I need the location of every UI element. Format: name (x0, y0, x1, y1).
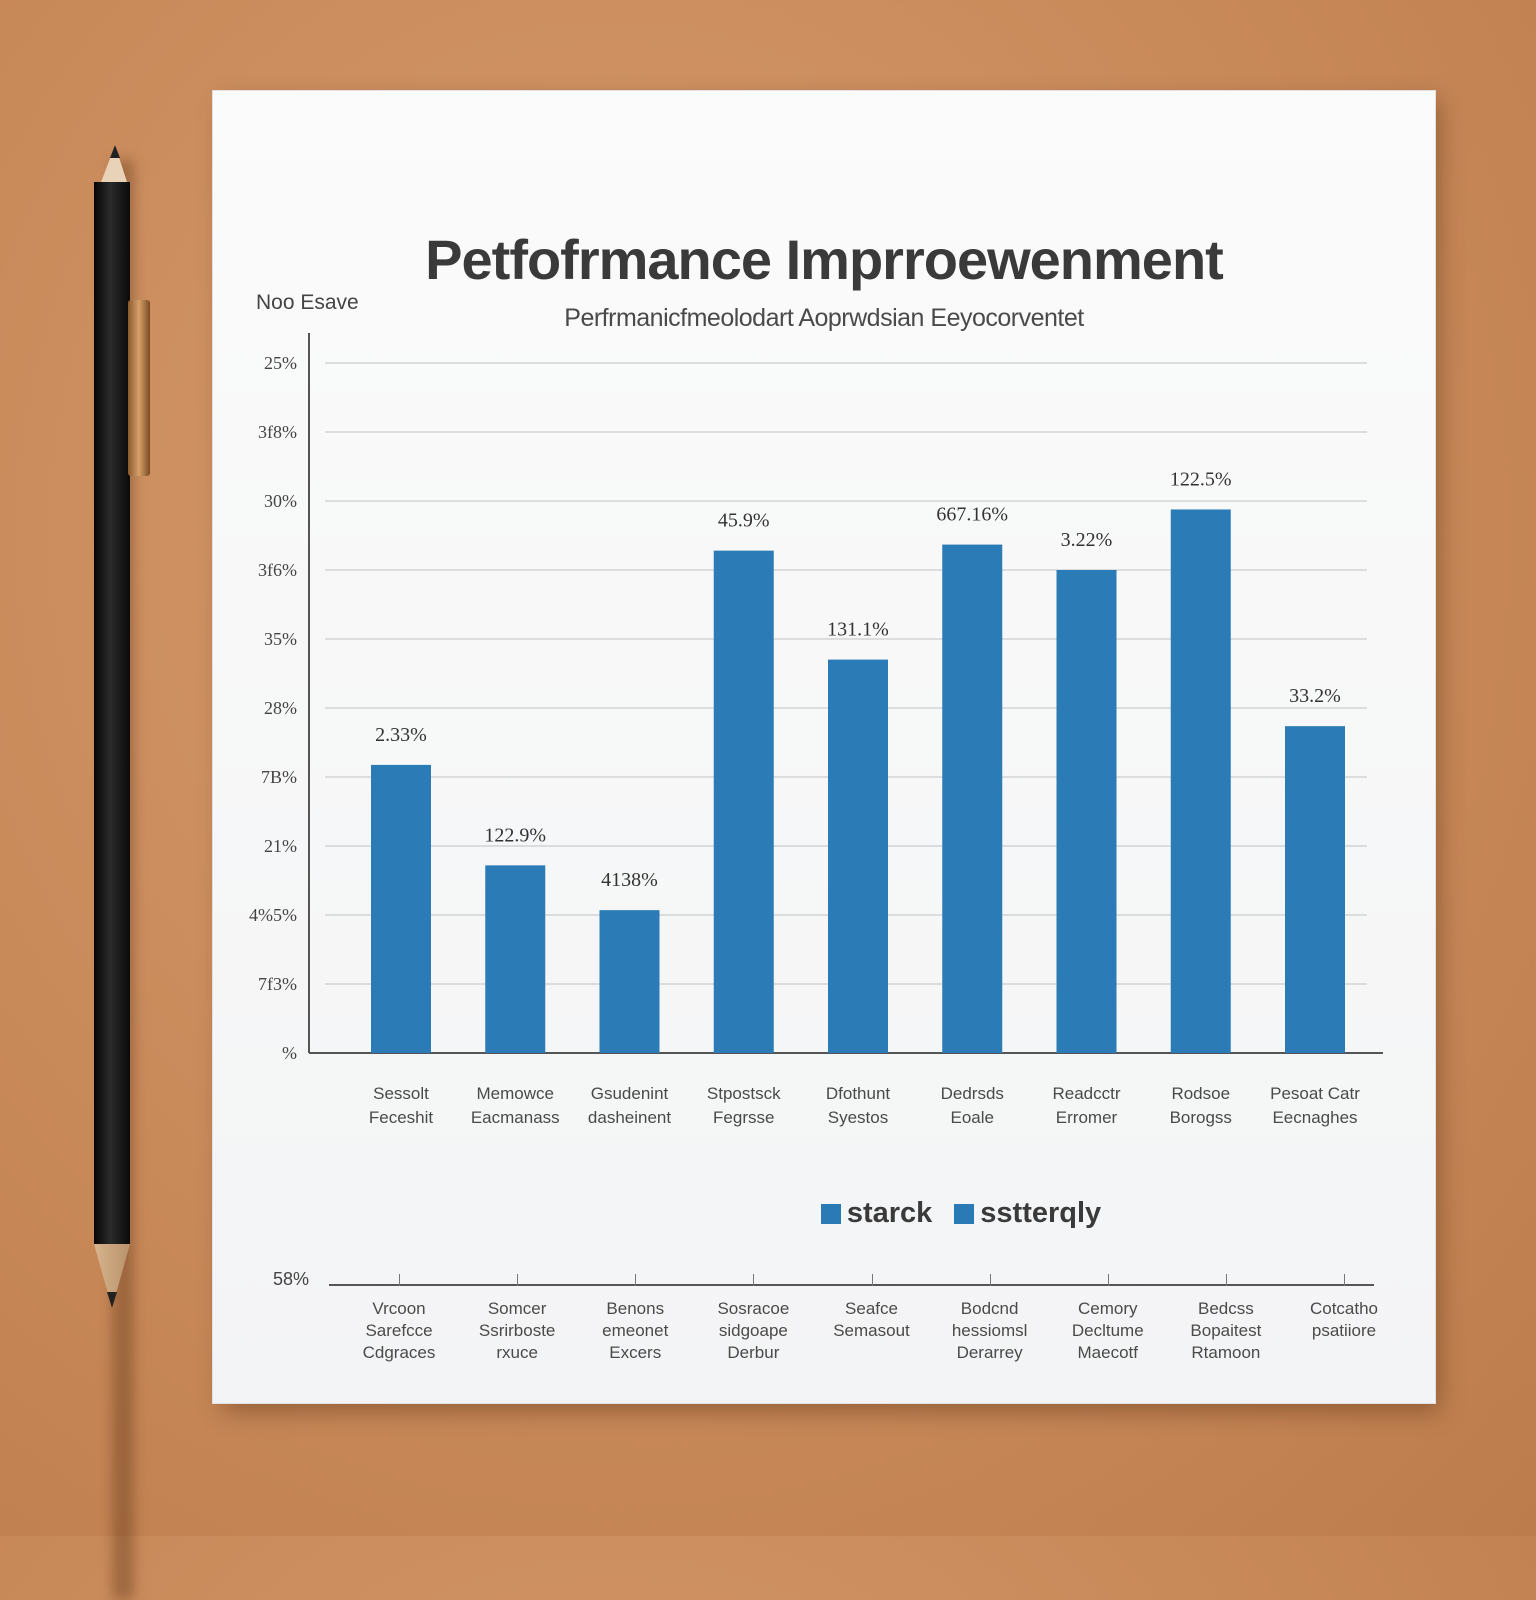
lower-tick (1107, 1274, 1109, 1286)
bar (713, 550, 774, 1053)
legend-label-sstterqly: sstterqly (980, 1197, 1102, 1229)
bar (485, 865, 546, 1053)
bar (828, 659, 888, 1053)
lower-axis-value: 58% (273, 1269, 310, 1289)
x-tick-label: Sessolt (373, 1084, 429, 1103)
y-tick-label: 3f8% (258, 422, 297, 442)
x-tick-label: Gsudenint (591, 1084, 669, 1103)
y-axis-label: Noo Esave (256, 291, 359, 314)
y-tick-label: 35% (264, 629, 297, 649)
y-tick-label: 4%5% (249, 905, 297, 925)
x-tick-label: Readcctr (1052, 1084, 1120, 1103)
x-tick-label: dasheinent (588, 1108, 671, 1127)
data-label: 4138% (601, 869, 658, 891)
bar (1056, 570, 1117, 1053)
lower-axis-label: Benons emeonet Excers (602, 1299, 669, 1362)
x-tick-label: Erromer (1056, 1108, 1118, 1127)
lower-axis-label: Somcer Ssrirboste rxuce (478, 1299, 556, 1362)
pencil-shadow (112, 160, 134, 1600)
lower-tick (1225, 1274, 1227, 1286)
legend-item-starck: starck (820, 1197, 933, 1230)
x-tick-label: Memowce (477, 1084, 554, 1103)
data-label: 122.9% (484, 824, 546, 846)
lower-tick (989, 1274, 991, 1286)
x-tick-label: Eacmanass (471, 1108, 560, 1127)
lower-tick (517, 1274, 519, 1286)
legend-swatch-starck (820, 1203, 841, 1224)
x-tick-label: Fegrsse (713, 1108, 774, 1127)
data-label: 667.16% (936, 504, 1008, 526)
lower-axis-label: Bedcss Bopaitest Rtamoon (1190, 1299, 1262, 1362)
lower-axis-label: Vrcoon Sarefcce Cdgraces (362, 1299, 436, 1362)
x-tick-label: Rodsoe (1171, 1084, 1230, 1103)
x-tick-label: Stpostsck (707, 1084, 781, 1103)
lower-tick (399, 1274, 400, 1286)
lower-axis-label: Sosracoe sidgoape Derbur (717, 1299, 790, 1362)
data-label: 2.33% (375, 724, 427, 746)
lower-tick (753, 1274, 755, 1286)
data-label: 131.1% (827, 619, 889, 641)
data-label: 122.5% (1170, 468, 1232, 490)
lower-axis-label: Seafce Semasout (833, 1299, 910, 1340)
x-tick-label: Feceshit (369, 1108, 434, 1127)
bar (1170, 509, 1231, 1053)
bar (371, 764, 431, 1053)
bar (942, 544, 1003, 1053)
lower-tick (871, 1274, 873, 1286)
x-tick-label: Eecnaghes (1272, 1108, 1357, 1127)
bar (1285, 726, 1345, 1053)
legend-swatch-sstterqly (954, 1203, 975, 1224)
x-tick-label: Dedrsds (941, 1084, 1004, 1103)
legend-label-starck: starck (846, 1197, 933, 1229)
lower-axis-label: Bodcnd hessiomsl Derarrey (951, 1299, 1028, 1362)
data-label: 45.9% (718, 510, 770, 532)
lower-axis (329, 1274, 1374, 1296)
bar-chart: % 7f3% 4%5% 21% 7B% 28% 35% 3f6% 30% 3f8% 25% 2.33%… (249, 333, 1383, 1127)
x-tick-label: Borogss (1170, 1108, 1232, 1127)
y-tick-label: % (282, 1043, 297, 1063)
y-tick-label: 25% (264, 353, 297, 373)
lower-axis-label: Cemory Decltume Maecotf (1071, 1299, 1144, 1362)
chart-title: Petfofrmance Imprroewenment (425, 228, 1224, 291)
lower-tick (1344, 1274, 1345, 1286)
y-tick-label: 7f3% (258, 974, 297, 994)
y-tick-label: 7B% (261, 767, 297, 787)
legend: starck sstterqly (350, 1197, 1536, 1230)
lower-tick (635, 1274, 637, 1286)
x-tick-label: Eoale (951, 1108, 994, 1127)
x-tick-label: Syestos (828, 1108, 888, 1127)
bar (599, 910, 660, 1053)
y-tick-label: 28% (264, 698, 297, 718)
x-tick-label: Pesoat Catr (1270, 1084, 1360, 1103)
chart-paper: Petfofrmance Imprroewenment Perfrmanicfm… (212, 90, 1436, 1404)
data-label: 33.2% (1289, 685, 1341, 707)
y-tick-label: 21% (264, 836, 297, 856)
data-label: 3.22% (1061, 529, 1113, 551)
legend-item-sstterqly: sstterqly (954, 1197, 1101, 1230)
y-tick-label: 3f6% (258, 560, 297, 580)
chart-subtitle: Perfrmanicfmeolodart Aoprwdsian Eeyocorv… (564, 304, 1084, 332)
y-tick-label: 30% (264, 491, 297, 511)
lower-axis-label: Cotcatho psatiiore (1309, 1299, 1379, 1340)
x-tick-label: Dfothunt (826, 1084, 891, 1103)
